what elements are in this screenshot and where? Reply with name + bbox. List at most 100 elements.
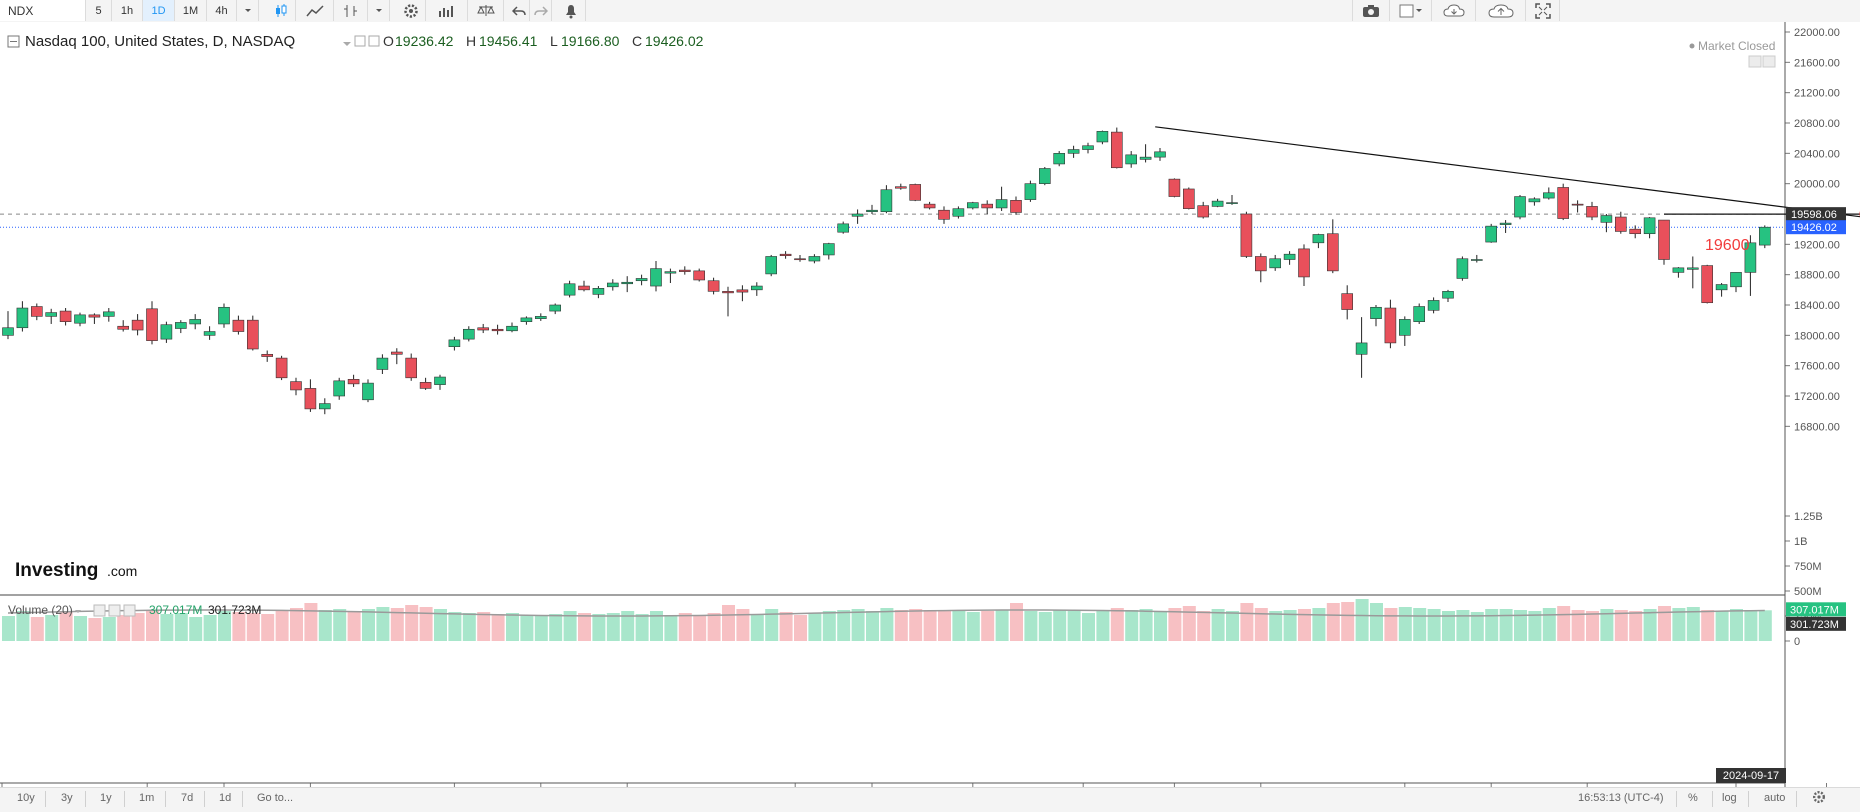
interval-1d-button[interactable]: 1D — [143, 0, 175, 21]
range-7d-button[interactable]: 7d — [181, 792, 193, 804]
volume-bar — [362, 609, 375, 641]
volume-bar — [1341, 602, 1354, 641]
volume-bar — [592, 614, 605, 641]
chevron-down-icon — [243, 6, 253, 16]
compare-button[interactable] — [468, 0, 504, 21]
candle-body — [1702, 266, 1713, 303]
price-chart[interactable]: 22000.0021600.0021200.0020800.0020400.00… — [0, 22, 1860, 787]
volume-bar — [938, 610, 951, 641]
symbol-input[interactable]: NDX — [0, 0, 86, 21]
interval-4h-button[interactable]: 4h — [207, 0, 237, 21]
volume-bar — [333, 609, 346, 641]
style-dropdown-button[interactable] — [368, 0, 390, 21]
candle-body — [262, 354, 273, 356]
cloud-save-icon — [1488, 3, 1514, 19]
pane-scroll-up-icon[interactable] — [1749, 56, 1761, 67]
interval-5m-button[interactable]: 5 — [86, 0, 112, 21]
candle-body — [823, 244, 834, 255]
candle-body — [1759, 227, 1770, 245]
candle-body — [1630, 229, 1641, 234]
close-icon[interactable] — [124, 605, 135, 616]
percent-scale-toggle[interactable]: % — [1688, 792, 1698, 804]
goto-date-button[interactable]: Go to... — [257, 792, 293, 804]
volume-bar — [693, 615, 706, 641]
volume-bar — [751, 614, 764, 641]
candle-body — [967, 203, 978, 208]
volume-bar — [1672, 608, 1685, 641]
interval-dropdown-button[interactable] — [237, 0, 259, 21]
volume-bar — [808, 613, 821, 641]
volume-bar — [722, 605, 735, 641]
volume-bar — [1298, 609, 1311, 641]
volume-bar — [290, 608, 303, 641]
volume-bar — [996, 610, 1009, 641]
settings-small-icon[interactable] — [109, 605, 120, 616]
range-10y-button[interactable]: 10y — [17, 792, 35, 804]
volume-bar — [967, 612, 980, 641]
settings-button[interactable] — [396, 0, 426, 21]
chart-settings-button[interactable] — [1812, 790, 1826, 807]
candle-body — [103, 312, 114, 317]
auto-scale-toggle[interactable]: auto — [1764, 792, 1785, 804]
layout-button[interactable] — [1390, 0, 1432, 21]
volume-bar — [852, 609, 865, 641]
interval-1h-button[interactable]: 1h — [112, 0, 143, 21]
alert-button[interactable] — [556, 0, 586, 21]
volume-bar — [1154, 611, 1167, 641]
undo-icon — [512, 5, 526, 17]
volume-bar — [1168, 608, 1181, 641]
candle-body — [478, 328, 489, 330]
settings-icon — [403, 3, 419, 19]
range-1d-button[interactable]: 1d — [219, 792, 231, 804]
fullscreen-button[interactable] — [1526, 0, 1560, 21]
alert-icon — [563, 3, 579, 19]
candle-body — [1155, 152, 1166, 157]
candle-body — [1385, 308, 1396, 343]
range-1m-button[interactable]: 1m — [139, 792, 154, 804]
price-tick-label: 16800.00 — [1794, 421, 1840, 433]
candle-body — [1356, 343, 1367, 354]
watermark-suffix: .com — [107, 563, 137, 579]
candle-body — [1486, 226, 1497, 242]
candle-body — [46, 313, 57, 317]
candle-body — [694, 271, 705, 280]
annotation-text[interactable]: 19600 — [1705, 237, 1750, 254]
interval-1mo-button[interactable]: 1M — [175, 0, 207, 21]
open-label: O — [383, 33, 394, 49]
indicators-button[interactable] — [426, 0, 468, 21]
volume-title: Volume (20) — [8, 603, 73, 617]
snapshot-button[interactable] — [1352, 0, 1390, 21]
range-3y-button[interactable]: 3y — [61, 792, 73, 804]
crosshair-date-label: 2024-09-17 — [1723, 770, 1779, 782]
bottom-bar: 10y 3y 1y 1m 7d 1d Go to... 16:53:13 (UT… — [0, 787, 1860, 812]
volume-bar — [506, 613, 519, 641]
candle-body — [1183, 189, 1194, 209]
candle-body — [1140, 157, 1151, 159]
price-tag-label: 19598.06 — [1791, 209, 1837, 221]
watermark: Investing .com — [15, 560, 137, 581]
volume-bar — [1082, 613, 1095, 641]
volume-bar — [1384, 608, 1397, 641]
candle-body — [291, 382, 302, 390]
volume-bar — [780, 612, 793, 641]
compare-icon — [477, 4, 495, 18]
volume-tick-label: 1.25B — [1794, 511, 1823, 523]
volume-bar — [175, 613, 188, 641]
visibility-icon[interactable] — [94, 605, 105, 616]
bar-style-button[interactable] — [334, 0, 368, 21]
candle-body — [190, 319, 201, 324]
redo-button[interactable] — [530, 0, 552, 21]
candles-style-button[interactable] — [266, 0, 296, 21]
pane-scroll-down-icon[interactable] — [1763, 56, 1775, 67]
candle-body — [75, 315, 86, 323]
range-1y-button[interactable]: 1y — [100, 792, 112, 804]
candle-body — [60, 311, 71, 322]
line-style-button[interactable] — [296, 0, 334, 21]
volume-bar — [31, 617, 44, 641]
candles-icon — [273, 3, 289, 19]
candle-body — [1644, 218, 1655, 234]
load-chart-button[interactable] — [1432, 0, 1476, 21]
save-chart-button[interactable] — [1476, 0, 1526, 21]
log-scale-toggle[interactable]: log — [1722, 792, 1737, 804]
undo-button[interactable] — [508, 0, 530, 21]
